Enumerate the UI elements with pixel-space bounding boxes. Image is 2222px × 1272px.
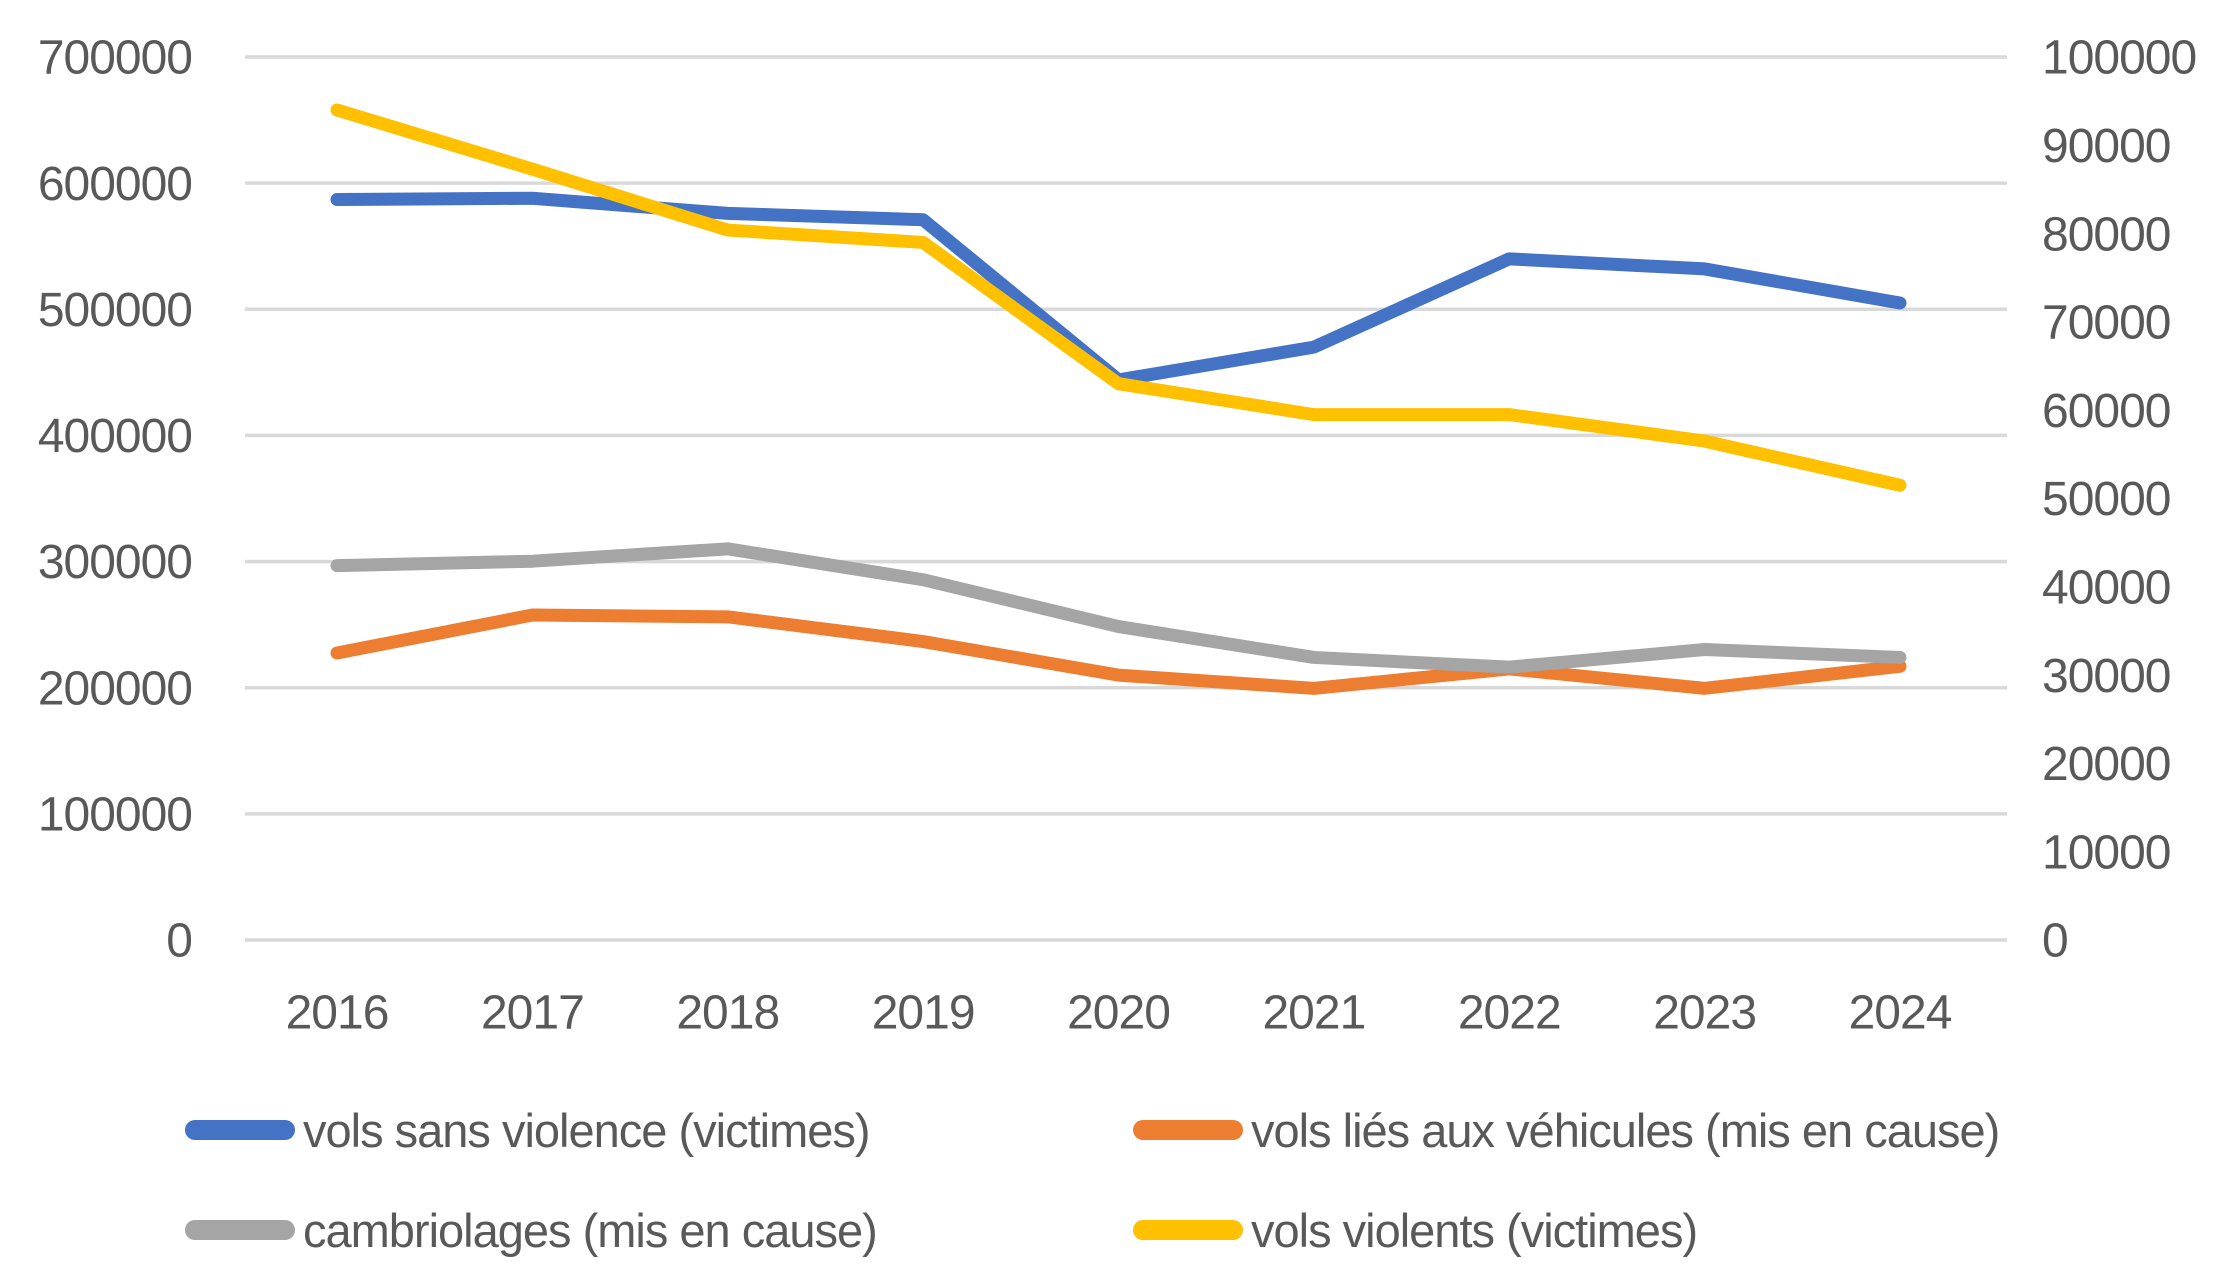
legend-label: vols liés aux véhicules (mis en cause) (1251, 1103, 2000, 1157)
x-axis-tick-label: 2021 (1262, 987, 1365, 1040)
left-axis-tick-label: 200000 (38, 662, 192, 715)
x-axis-tick-label: 2024 (1849, 987, 1952, 1040)
left-axis-tick-label: 100000 (38, 789, 192, 842)
left-axis-tick-label: 300000 (38, 536, 192, 589)
x-axis-tick-label: 2016 (286, 987, 389, 1040)
legend-item: vols violents (victimes) (1133, 1180, 1999, 1272)
right-axis-tick-label: 100000 (2042, 32, 2196, 85)
right-axis-tick-label: 70000 (2042, 297, 2170, 350)
legend-label: vols sans violence (victimes) (303, 1103, 871, 1157)
right-axis-tick-label: 90000 (2042, 120, 2170, 173)
right-axis-tick-label: 0 (2042, 915, 2068, 968)
legend-item: cambriolages (mis en cause) (185, 1180, 1133, 1272)
legend-swatch (1133, 1120, 1243, 1140)
legend-item: vols sans violence (victimes) (185, 1080, 1133, 1180)
series-line (330, 608, 1907, 695)
legend-label: vols violents (victimes) (1251, 1203, 1698, 1257)
left-axis-tick-label: 500000 (38, 284, 192, 337)
legend: vols sans violence (victimes) vols liés … (185, 1080, 2000, 1272)
series-line (330, 542, 1907, 674)
right-axis-tick-label: 30000 (2042, 650, 2170, 703)
legend-swatch (185, 1120, 295, 1140)
right-axis-tick-label: 10000 (2042, 826, 2170, 879)
left-axis-tick-label: 400000 (38, 410, 192, 463)
x-axis-tick-label: 2019 (872, 987, 975, 1040)
x-axis-tick-label: 2023 (1653, 987, 1756, 1040)
left-axis-tick-label: 700000 (38, 32, 192, 85)
right-axis-tick-label: 60000 (2042, 385, 2170, 438)
x-axis-tick-label: 2017 (481, 987, 584, 1040)
right-axis-tick-label: 20000 (2042, 738, 2170, 791)
legend-swatch (185, 1220, 295, 1240)
series-line (330, 191, 1907, 387)
legend-label: cambriolages (mis en cause) (303, 1203, 878, 1257)
right-axis-tick-label: 40000 (2042, 561, 2170, 614)
x-axis-tick-label: 2022 (1458, 987, 1561, 1040)
right-axis-tick-label: 80000 (2042, 208, 2170, 261)
x-axis-tick-label: 2018 (676, 987, 779, 1040)
series-line (330, 103, 1907, 492)
legend-item: vols liés aux véhicules (mis en cause) (1133, 1080, 2000, 1180)
left-axis-tick-label: 600000 (38, 158, 192, 211)
right-axis-tick-label: 50000 (2042, 473, 2170, 526)
left-axis-tick-label: 0 (166, 915, 192, 968)
x-axis-tick-label: 2020 (1067, 987, 1170, 1040)
legend-swatch (1133, 1220, 1243, 1240)
